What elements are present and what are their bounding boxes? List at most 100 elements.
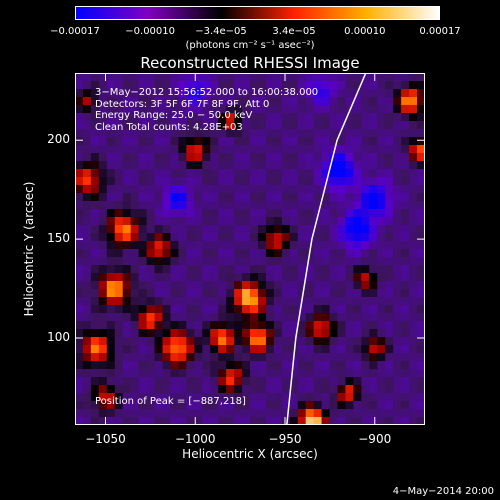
heatmap-cell [210,281,219,290]
heatmap-cell [194,97,203,106]
heatmap-cell [369,153,378,162]
heatmap-cell [281,105,291,114]
heatmap-cell [114,361,124,370]
heatmap-cell [265,89,275,98]
heatmap-cell [385,233,394,242]
heatmap-cell [106,353,116,362]
heatmap-cell [178,361,187,370]
heatmap-cell [106,97,116,106]
heatmap-cell [90,353,100,362]
heatmap-cell [385,129,394,138]
heatmap-cell [369,281,378,290]
heatmap-cell [146,137,156,146]
heatmap-cell [313,177,323,186]
heatmap-cell [234,241,243,250]
heatmap-cell [82,265,92,274]
heatmap-cell [186,401,195,410]
heatmap-cell [417,409,425,418]
heatmap-cell [106,361,116,370]
heatmap-cell [281,409,291,418]
heatmap-cell [385,225,394,234]
heatmap-cell [130,393,140,402]
heatmap-cell [186,369,195,378]
heatmap-cell [305,417,315,425]
heatmap-cell [361,385,370,394]
heatmap-cell [417,217,425,226]
heatmap-cell [194,385,203,394]
heatmap-cell [289,329,299,338]
heatmap-cell [321,121,331,130]
heatmap-cell [361,337,370,346]
heatmap-cell [417,297,425,306]
heatmap-cell [361,401,370,410]
heatmap-cell [130,289,140,298]
heatmap-cell [345,177,354,186]
heatmap-cell [250,121,259,130]
heatmap-cell [321,297,331,306]
heatmap-cell [377,177,386,186]
heatmap-cell [361,313,370,322]
heatmap-cell [353,97,362,106]
heatmap-cell [273,185,283,194]
solar-limb-line [286,73,367,425]
heatmap-cell [321,145,331,154]
heatmap-cell [162,257,172,266]
heatmap-cell [170,321,179,330]
heatmap-cell [297,265,307,274]
heatmap-cell [138,105,148,114]
heatmap-cell [138,313,148,322]
heatmap-cell [75,137,84,146]
heatmap-cell [186,273,195,282]
heatmap-cell [393,369,402,378]
heatmap-cell [234,321,243,330]
heatmap-cell [297,345,307,354]
heatmap-cell [321,209,331,218]
heatmap-cell [257,401,267,410]
heatmap-cell [377,113,386,122]
heatmap-cell [242,265,251,274]
heatmap-cell [178,313,187,322]
heatmap-cell [138,121,148,130]
heatmap-cell [226,297,235,306]
heatmap-cell [417,185,425,194]
heatmap-cell [178,233,187,242]
heatmap-cell [234,337,243,346]
heatmap-cell [82,313,92,322]
heatmap-cell [242,225,251,234]
heatmap-cell [409,177,418,186]
heatmap-cell [234,297,243,306]
heatmap-cell [369,353,378,362]
heatmap-cell [90,121,100,130]
heatmap-cell [409,113,418,122]
heatmap-cell [130,201,140,210]
heatmap-cell [409,241,418,250]
heatmap-cell [313,97,323,106]
heatmap-cell [194,121,203,130]
heatmap-cell [98,265,108,274]
heatmap-cell [393,305,402,314]
heatmap-cell [321,217,331,226]
heatmap-cell [281,89,291,98]
heatmap-cell [361,121,370,130]
heatmap-cell [369,169,378,178]
heatmap-cell [226,417,235,425]
heatmap-cell [265,265,275,274]
heatmap-cell [75,249,84,258]
heatmap-cell [250,201,259,210]
heatmap-cell [353,121,362,130]
heatmap-cell [130,409,140,418]
heatmap-cell [170,265,179,274]
heatmap-cell [345,297,354,306]
heatmap-cell [385,345,394,354]
heatmap-cell [234,193,243,202]
heatmap-cell [337,161,347,170]
heatmap-cell [90,217,100,226]
heatmap-cell [297,73,307,82]
heatmap-cell [114,385,124,394]
heatmap-cell [257,249,267,258]
heatmap-cell [226,241,235,250]
heatmap-cell [401,89,410,98]
heatmap-cell [329,185,339,194]
heatmap-cell [393,273,402,282]
heatmap-cell [409,281,418,290]
